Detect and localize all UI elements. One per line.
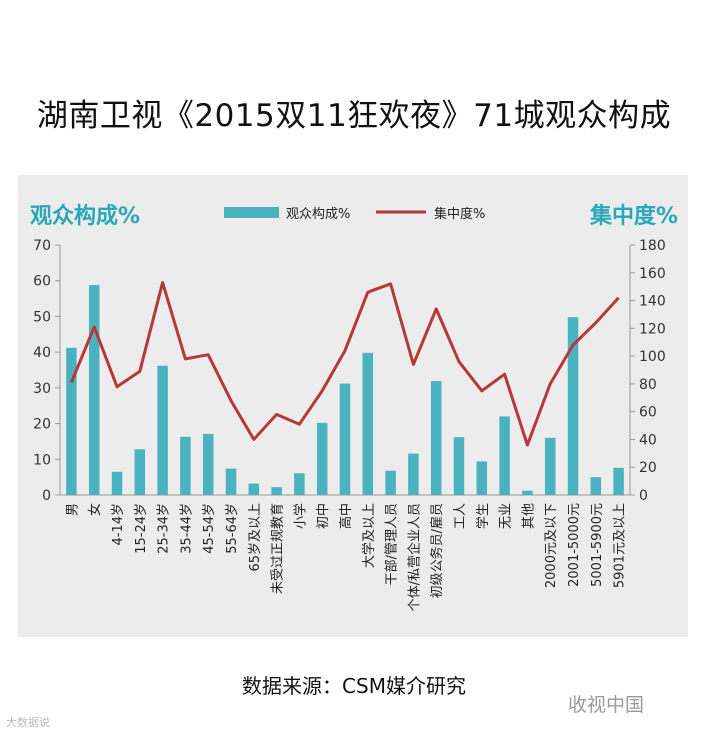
- bar: [225, 468, 237, 495]
- bar: [316, 422, 328, 495]
- legend-bar-swatch: [224, 207, 279, 218]
- bar: [134, 449, 146, 495]
- left-tick-label: 20: [33, 417, 51, 433]
- right-tick-label: 120: [639, 321, 666, 337]
- bar: [567, 317, 579, 495]
- category-label: 高中: [338, 503, 354, 529]
- bar: [66, 347, 77, 495]
- category-label: 15-24岁: [134, 503, 149, 554]
- bar: [180, 436, 191, 495]
- bar: [88, 285, 100, 495]
- category-label: 45-54岁: [202, 503, 217, 554]
- right-tick-label: 100: [639, 349, 666, 365]
- right-axis-title: 集中度%: [589, 203, 678, 229]
- category-label: 25-34岁: [157, 503, 172, 554]
- bar: [294, 473, 305, 495]
- right-tick-label: 80: [639, 377, 657, 393]
- category-label: 2001-5000元: [567, 503, 582, 587]
- category-label: 65岁及以上: [248, 503, 263, 572]
- left-tick-label: 70: [33, 238, 51, 254]
- bar: [339, 383, 351, 495]
- concentration-line: [70, 281, 620, 447]
- right-tick-label: 160: [639, 266, 666, 282]
- right-tick-label: 180: [639, 238, 666, 254]
- left-tick-label: 40: [33, 345, 51, 361]
- bar: [544, 437, 556, 495]
- category-label: 无业: [499, 503, 514, 529]
- line-series: [70, 281, 620, 447]
- bar: [202, 433, 214, 495]
- bar: [385, 470, 396, 495]
- category-label: 工人: [453, 503, 468, 529]
- bar: [453, 437, 465, 495]
- category-label: 其他: [521, 503, 536, 529]
- right-tick-label: 140: [639, 294, 666, 310]
- legend-line-label: 集中度%: [434, 206, 485, 222]
- bar-series: [66, 285, 624, 495]
- left-tick-label: 60: [33, 274, 51, 290]
- bar: [430, 381, 442, 495]
- bar: [476, 461, 488, 495]
- page-title: 湖南卫视《2015双11狂欢夜》71城观众构成: [36, 98, 672, 134]
- category-label: 个体/私营企业人员: [406, 503, 422, 611]
- left-tick-label: 0: [42, 488, 51, 504]
- left-tick-label: 50: [33, 309, 51, 325]
- bar: [111, 471, 123, 495]
- bar: [499, 416, 510, 495]
- right-tick-label: 60: [639, 405, 657, 421]
- category-label: 女: [87, 503, 103, 516]
- category-label: 55-64岁: [225, 503, 240, 554]
- combo-chart: 观众构成% 集中度% 观众构成% 集中度% 706050403020100180…: [30, 203, 678, 611]
- category-label: 4-14岁: [111, 503, 126, 546]
- category-label: 学生: [475, 503, 491, 529]
- legend-bar-label: 观众构成%: [286, 207, 350, 222]
- left-tick-label: 30: [33, 381, 51, 397]
- left-tick-label: 10: [33, 452, 51, 468]
- right-tick-label: 0: [639, 488, 648, 504]
- watermark: 收视中国: [568, 694, 645, 716]
- category-labels: 男女 4-14岁 15-24岁 25-34岁 35-44岁 45-54岁 55-64岁 65岁…: [65, 503, 627, 611]
- bar: [613, 467, 624, 495]
- bar: [408, 453, 419, 495]
- category-label: 男: [65, 503, 80, 516]
- category-label: 未受过正规教育: [270, 503, 286, 594]
- legend: 观众构成% 集中度%: [224, 206, 485, 222]
- category-label: 5001-5900元: [590, 503, 605, 587]
- category-label: 小学: [292, 503, 308, 529]
- category-label: 大学及以上: [361, 503, 377, 568]
- watermark-secondary: 大数据说: [6, 716, 50, 729]
- category-label: 初中: [316, 503, 331, 529]
- category-label: 2000元及以下: [544, 503, 559, 588]
- left-axis-title: 观众构成%: [30, 203, 140, 229]
- category-label: 5901元及以上: [613, 503, 628, 588]
- bar: [157, 365, 168, 495]
- data-source: 数据来源：CSM媒介研究: [242, 674, 466, 698]
- bar: [362, 352, 374, 495]
- bar: [248, 483, 260, 495]
- category-label: 35-44岁: [179, 503, 194, 554]
- category-label: 初级公务员/雇员: [429, 503, 445, 598]
- right-tick-label: 40: [639, 432, 657, 448]
- bar: [271, 487, 282, 495]
- right-tick-label: 20: [639, 460, 657, 476]
- bar: [522, 490, 533, 495]
- category-label: 干部/管理人员: [385, 503, 400, 585]
- chart-panel: 观众构成% 集中度% 观众构成% 集中度% 70 60 50 40 30 20 10 0 180…: [18, 175, 688, 637]
- bar: [590, 477, 602, 495]
